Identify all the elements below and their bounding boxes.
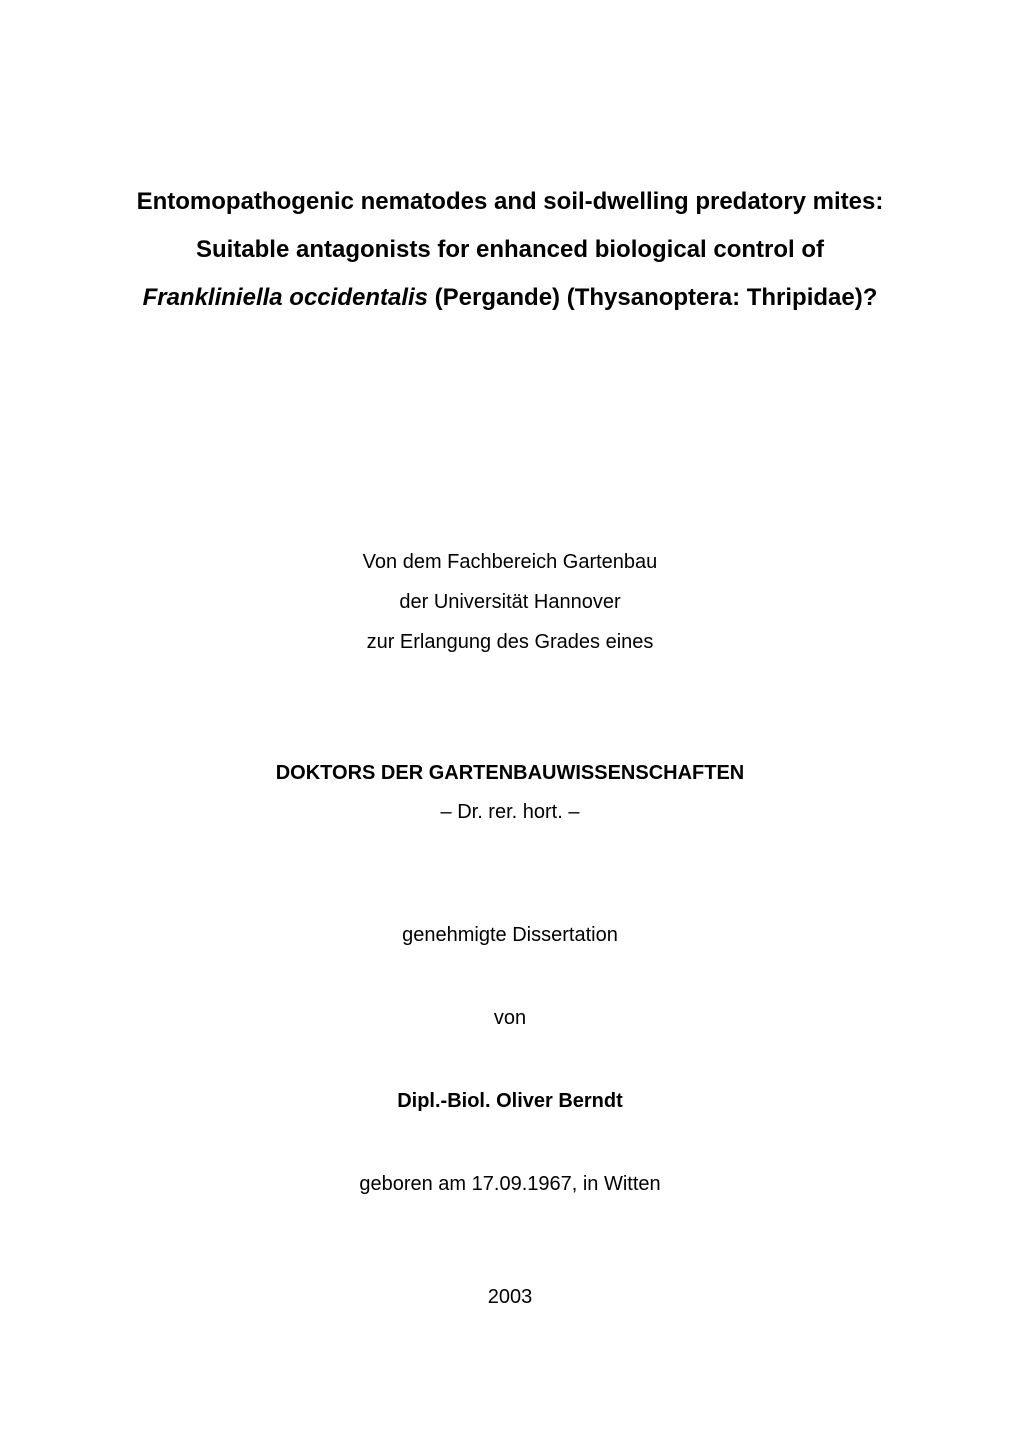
title-line-3-rest: (Pergande) (Thysanoptera: Thripidae)? — [428, 284, 877, 311]
author-name: Dipl.-Biol. Oliver Berndt — [120, 1090, 900, 1113]
by-text: von — [120, 1007, 900, 1030]
faculty-block: Von dem Fachbereich Gartenbau der Univer… — [120, 542, 900, 662]
faculty-line-2: der Universität Hannover — [120, 582, 900, 622]
born-text: geboren am 17.09.1967, in Witten — [120, 1173, 900, 1196]
degree-abbrev: – Dr. rer. hort. – — [120, 801, 900, 824]
approved-text: genehmigte Dissertation — [120, 924, 900, 947]
faculty-line-1: Von dem Fachbereich Gartenbau — [120, 542, 900, 582]
title-block: Entomopathogenic nematodes and soil-dwel… — [120, 178, 900, 322]
title-species-name: Frankliniella occidentalis — [143, 284, 428, 311]
degree-heading: DOKTORS DER GARTENBAUWISSENSCHAFTEN — [120, 762, 900, 785]
title-line-2: Suitable antagonists for enhanced biolog… — [120, 226, 900, 274]
title-line-3: Frankliniella occidentalis (Pergande) (T… — [120, 274, 900, 322]
title-line-1: Entomopathogenic nematodes and soil-dwel… — [120, 178, 900, 226]
dissertation-title-page: Entomopathogenic nematodes and soil-dwel… — [0, 0, 1020, 1443]
year-text: 2003 — [120, 1286, 900, 1309]
faculty-line-3: zur Erlangung des Grades eines — [120, 622, 900, 662]
